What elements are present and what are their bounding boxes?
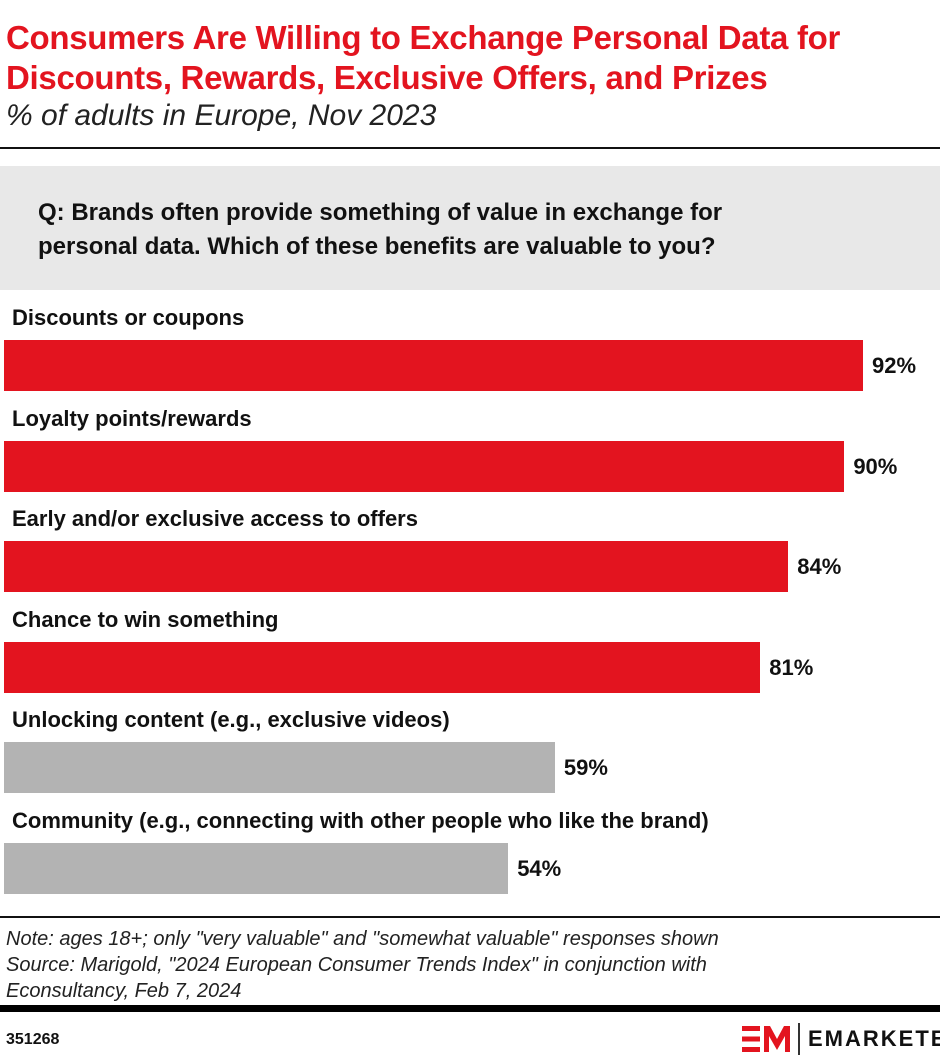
value-label: 59% xyxy=(563,755,608,780)
category-label: Unlocking content (e.g., exclusive video… xyxy=(12,707,450,732)
em-logo-icon xyxy=(742,1026,790,1052)
bar-chart: Discounts or coupons 92% Loyalty points/re… xyxy=(0,300,940,900)
category-label: Community (e.g., connecting with other p… xyxy=(12,807,709,833)
question-box xyxy=(0,166,940,290)
bar xyxy=(4,842,509,894)
question-text: Q: Brands often provide something of val… xyxy=(38,196,722,264)
bar xyxy=(4,440,845,492)
title-line-2: Discounts, Rewards, Exclusive Offers, an… xyxy=(6,59,768,96)
category-label: Loyalty points/rewards xyxy=(12,405,252,431)
bar xyxy=(4,641,761,693)
source-line-1: Source: Marigold, "2024 European Consume… xyxy=(6,954,707,976)
footnote: Note: ages 18+; only "very valuable" and… xyxy=(6,926,719,1004)
category-label: Chance to win something xyxy=(12,606,279,632)
footer-divider xyxy=(0,1005,940,1012)
note-text: Note: ages 18+; only "very valuable" and… xyxy=(6,928,719,950)
chart-id: 351268 xyxy=(6,1031,60,1048)
value-label: 92% xyxy=(872,353,917,378)
value-label: 84% xyxy=(797,554,842,579)
brand-name: EMARKETER xyxy=(808,1026,940,1051)
category-label: Discounts or coupons xyxy=(12,305,245,330)
logo-separator xyxy=(798,1023,800,1055)
bar xyxy=(4,340,863,391)
chart-subtitle: % of adults in Europe, Nov 2023 xyxy=(6,99,437,132)
title-line-1: Consumers Are Willing to Exchange Person… xyxy=(6,19,841,56)
divider xyxy=(0,916,940,918)
source-line-2: Econsultancy, Feb 7, 2024 xyxy=(6,980,242,1002)
bar xyxy=(4,742,555,793)
value-label: 54% xyxy=(517,855,562,881)
chart-title: Consumers Are Willing to Exchange Person… xyxy=(6,18,840,98)
question-line-1: Q: Brands often provide something of val… xyxy=(38,199,723,226)
question-line-2: personal data. Which of these benefits a… xyxy=(38,233,716,260)
value-label: 81% xyxy=(769,654,814,680)
divider xyxy=(0,147,940,149)
emarketer-logo: EMARKETER xyxy=(742,1023,940,1055)
value-label: 90% xyxy=(853,453,898,479)
category-label: Early and/or exclusive access to offers xyxy=(12,506,418,531)
bar xyxy=(4,541,789,592)
